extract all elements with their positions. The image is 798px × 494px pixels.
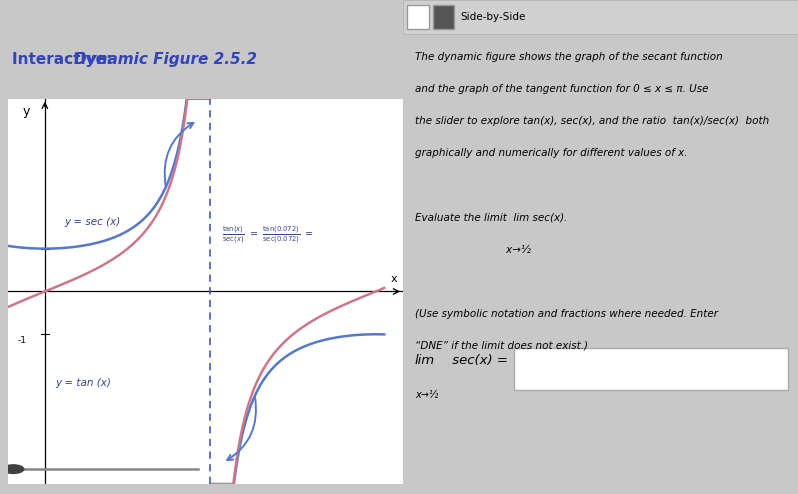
Text: (Use symbolic notation and fractions where needed. Enter: (Use symbolic notation and fractions whe… bbox=[415, 309, 718, 319]
Text: y = tan (x): y = tan (x) bbox=[55, 377, 111, 388]
Text: y = sec (x): y = sec (x) bbox=[64, 217, 120, 227]
Text: “DNE” if the limit does not exist.): “DNE” if the limit does not exist.) bbox=[415, 341, 588, 351]
Text: x: x bbox=[391, 274, 397, 284]
Text: $\frac{\mathregular{tan}(x)}{\mathregular{sec}(x)}$ $=$ $\frac{\mathregular{tan}: $\frac{\mathregular{tan}(x)}{\mathregula… bbox=[222, 225, 314, 247]
Text: the slider to explore tan(x), sec(x), and the ratio  tan(x)/sec(x)  both: the slider to explore tan(x), sec(x), an… bbox=[415, 116, 769, 126]
FancyBboxPatch shape bbox=[407, 5, 429, 29]
FancyBboxPatch shape bbox=[403, 0, 798, 34]
Text: Dynamic Figure 2.5.2: Dynamic Figure 2.5.2 bbox=[74, 52, 257, 67]
Text: graphically and numerically for different values of x.: graphically and numerically for differen… bbox=[415, 148, 687, 158]
Text: sec(x) =: sec(x) = bbox=[448, 354, 512, 367]
FancyBboxPatch shape bbox=[433, 5, 454, 29]
Text: x→½: x→½ bbox=[415, 245, 531, 254]
Text: Interactive:: Interactive: bbox=[12, 52, 117, 67]
Text: y: y bbox=[22, 105, 30, 118]
FancyBboxPatch shape bbox=[514, 348, 788, 390]
Text: and the graph of the tangent function for 0 ≤ x ≤ π. Use: and the graph of the tangent function fo… bbox=[415, 84, 709, 94]
Text: The dynamic figure shows the graph of the secant function: The dynamic figure shows the graph of th… bbox=[415, 52, 723, 62]
Text: lim: lim bbox=[415, 354, 435, 367]
Text: x→½: x→½ bbox=[415, 390, 438, 400]
Text: -1: -1 bbox=[18, 336, 26, 345]
Circle shape bbox=[2, 465, 24, 473]
Text: Evaluate the limit  lim sec(x).: Evaluate the limit lim sec(x). bbox=[415, 212, 567, 222]
Text: Side-by-Side: Side-by-Side bbox=[460, 12, 526, 22]
